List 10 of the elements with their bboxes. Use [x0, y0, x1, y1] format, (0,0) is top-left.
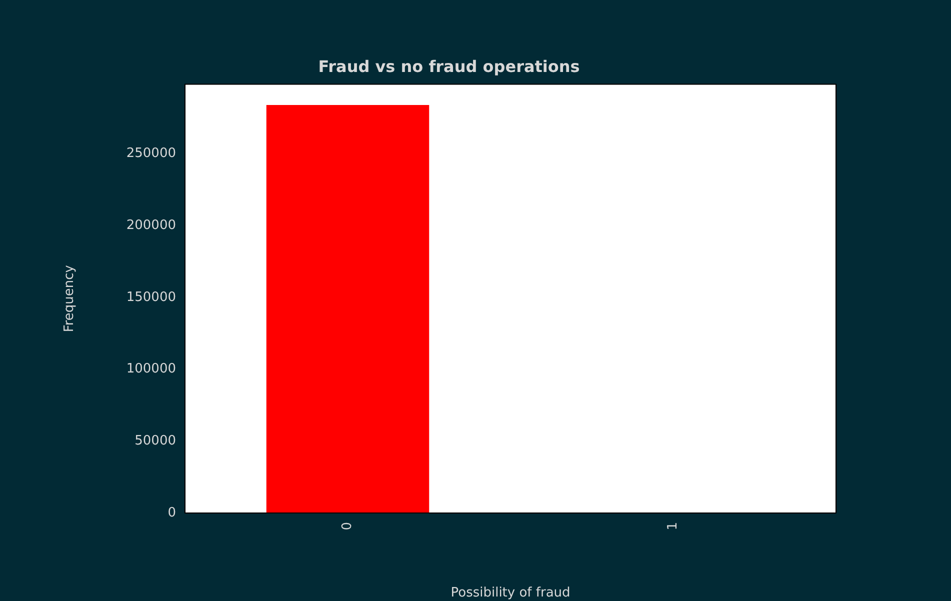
chart-title: Fraud vs no fraud operations [318, 56, 580, 76]
y-tick-label: 50000 [134, 434, 176, 449]
x-tick-label: 1 [666, 522, 681, 530]
y-axis-title: Frequency [62, 264, 78, 332]
y-tick-label: 150000 [126, 290, 176, 305]
y-tick-label: 200000 [126, 218, 176, 234]
y-tick-label: 100000 [126, 362, 176, 377]
y-tick-label: 0 [168, 505, 176, 520]
y-tick-label: 250000 [126, 146, 176, 162]
x-axis-title: Possibility of fraud [450, 586, 570, 601]
